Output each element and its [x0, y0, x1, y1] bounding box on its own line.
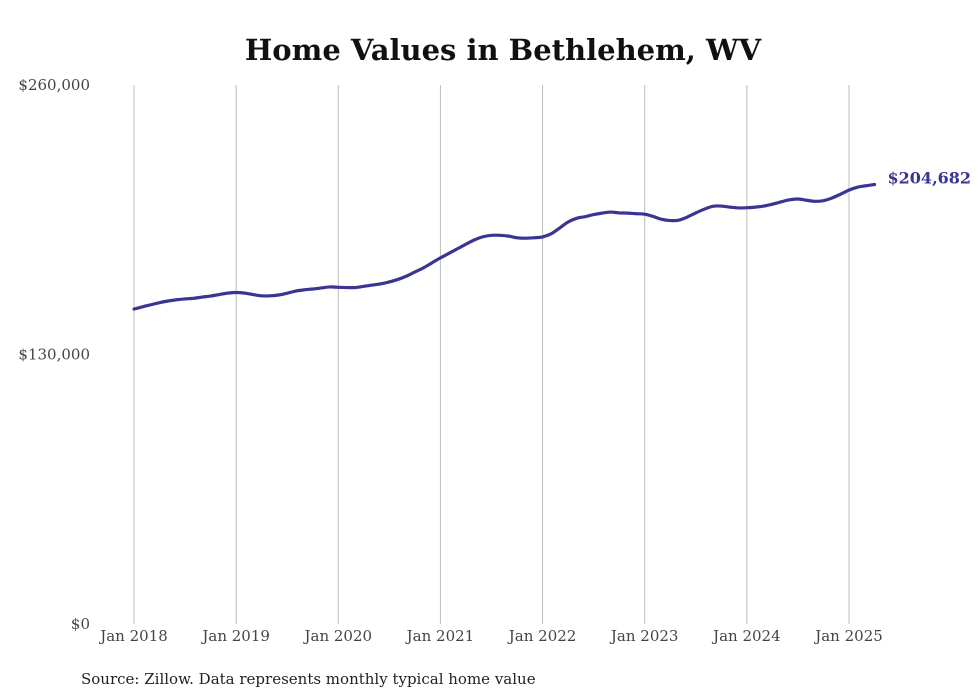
- x-axis-labels: Jan 2018 Jan 2019 Jan 2020 Jan 2021 Jan 2022…: [98, 627, 883, 645]
- x-tick-label: Jan 2025: [813, 627, 883, 645]
- chart-title: Home Values in Bethlehem, WV: [245, 33, 762, 67]
- y-tick-label: $0: [71, 615, 90, 633]
- x-gridlines: [133, 85, 850, 624]
- source-note: Source: Zillow. Data represents monthly …: [81, 670, 536, 688]
- y-tick-label: $260,000: [18, 76, 90, 94]
- x-tick-label: Jan 2020: [303, 627, 373, 645]
- series-layer: $204,682: [132, 169, 972, 311]
- x-tick-label: Jan 2021: [405, 627, 475, 645]
- x-tick-label: Jan 2019: [200, 627, 270, 645]
- x-tick-label: Jan 2022: [507, 627, 577, 645]
- y-tick-label: $130,000: [18, 346, 90, 364]
- x-tick-label: Jan 2023: [609, 627, 679, 645]
- x-tick-label: Jan 2018: [98, 627, 168, 645]
- series-line: [132, 182, 877, 311]
- end-value-label: $204,682: [888, 169, 972, 188]
- y-axis-labels: $0 $130,000 $260,000: [18, 76, 90, 633]
- x-tick-label: Jan 2024: [711, 627, 781, 645]
